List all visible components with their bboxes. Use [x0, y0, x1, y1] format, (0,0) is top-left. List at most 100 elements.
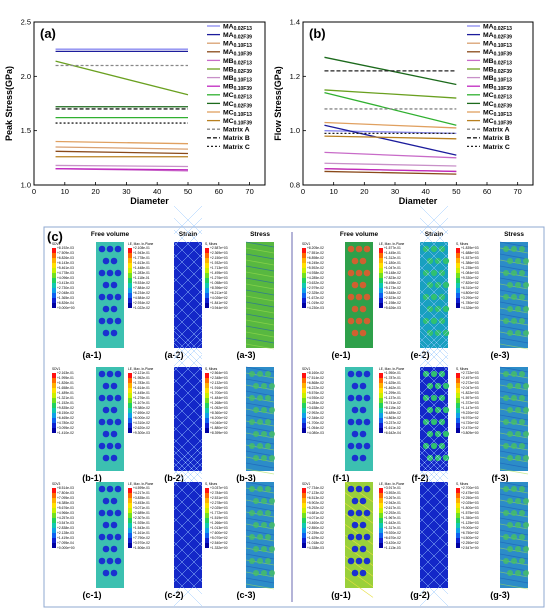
particle [426, 382, 434, 390]
particle [351, 382, 359, 390]
contour-color [379, 413, 383, 418]
contour-color [302, 538, 306, 543]
contour-value: +4.096e-03 [57, 276, 74, 280]
contour-value: +2.850e-02 [307, 526, 324, 530]
particle [253, 546, 259, 552]
subfigure-label: (e-3) [490, 350, 509, 360]
particle [261, 383, 267, 389]
particle [351, 329, 359, 337]
contour-value: +1.372e+03 [461, 401, 479, 405]
legend-entry: MA0.10F13 [223, 41, 252, 50]
contour-color [52, 383, 56, 388]
contour-value: +1.113e-03 [384, 546, 401, 550]
series-line [324, 151, 457, 159]
contour-color [205, 298, 209, 303]
shear-band [173, 541, 203, 571]
contour-color [205, 263, 209, 268]
shear-band [419, 205, 449, 235]
particle [269, 546, 275, 552]
particle [347, 317, 355, 325]
particle [523, 570, 529, 576]
particle [511, 246, 517, 252]
shear-band [419, 277, 449, 307]
contour-color [52, 398, 56, 403]
contour-value: +7.790e-02 [133, 536, 150, 540]
particle [523, 522, 529, 528]
contour-value: +4.040e+02 [210, 421, 228, 425]
y-axis-label: Peak Stress(GPa) [4, 66, 14, 141]
particle [511, 371, 517, 377]
contour-value: +6.000e-02 [133, 416, 150, 420]
legend-entry: MA0.10F39 [483, 49, 512, 58]
particle [438, 245, 446, 253]
contour-color [302, 288, 306, 293]
particle [269, 570, 275, 576]
legend-entry: MB0.10F13 [483, 75, 512, 84]
particle [347, 557, 355, 565]
contour-color [52, 498, 56, 503]
particle [249, 510, 255, 516]
contour-color [456, 533, 460, 538]
stress-streak [499, 337, 529, 344]
contour-value: +2.700e+03 [461, 486, 479, 490]
contour-color [302, 293, 306, 298]
y-tick-label: 2.0 [21, 72, 31, 81]
contour-color [456, 513, 460, 518]
contour-color [302, 248, 306, 253]
contour-value: +1.317e-01 [384, 526, 401, 530]
series-line [324, 89, 457, 99]
contour-color [379, 423, 383, 428]
legend-variable: SDV3 [52, 242, 61, 246]
series-line [324, 124, 457, 156]
shear-band [173, 241, 203, 271]
stress-streak [499, 390, 529, 397]
contour-value: +0.000e+00 [57, 546, 75, 550]
particle [351, 281, 359, 289]
particle [257, 558, 263, 564]
contour-color [128, 413, 132, 418]
contour-value: +3.237e-02 [384, 421, 401, 425]
subfigure-label: (b-2) [164, 473, 184, 483]
particle [347, 370, 355, 378]
contour-value: +2.150e+03 [210, 256, 228, 260]
contour-value: +7.123e-02 [307, 491, 324, 495]
particle [261, 407, 267, 413]
particle [511, 419, 517, 425]
contour-value: +2.025e+03 [210, 506, 228, 510]
stress-streak [245, 247, 275, 254]
contour-color [52, 273, 56, 278]
contour-color [302, 398, 306, 403]
contour-color [456, 383, 460, 388]
particle [519, 486, 525, 492]
particle [110, 382, 118, 390]
x-tick-label: 50 [184, 187, 192, 196]
contour-value: +3.420e-02 [384, 541, 401, 545]
contour-color [379, 518, 383, 523]
y-tick-label: 1.4 [290, 18, 300, 27]
contour-value: +3.413e-03 [57, 281, 74, 285]
contour-value: +1.506e-03 [133, 546, 150, 550]
contour-value: +6.200e+02 [210, 416, 228, 420]
contour-value: +8.150e-02 [57, 411, 74, 415]
contour-value: +2.163e-01 [57, 371, 74, 375]
contour-color [379, 493, 383, 498]
contour-color [456, 373, 460, 378]
stress-streak [499, 277, 529, 284]
strain-header: Strain [425, 231, 443, 238]
stress-streak [245, 523, 275, 530]
particle [359, 382, 367, 390]
contour-value: +2.730e-03 [57, 286, 74, 290]
x-tick-label: 70 [245, 187, 253, 196]
particle [363, 509, 371, 517]
stress-streak [245, 343, 275, 350]
particle [347, 269, 355, 277]
particle [355, 370, 363, 378]
legend-entry: MB0.10F13 [223, 75, 252, 84]
shear-band [344, 577, 374, 598]
contour-value: +2.048e-03 [57, 291, 74, 295]
series-line [55, 60, 189, 96]
contour-color [379, 388, 383, 393]
shear-band [419, 229, 449, 259]
contour-value: +1.916e+03 [210, 386, 228, 390]
particle [249, 371, 255, 377]
